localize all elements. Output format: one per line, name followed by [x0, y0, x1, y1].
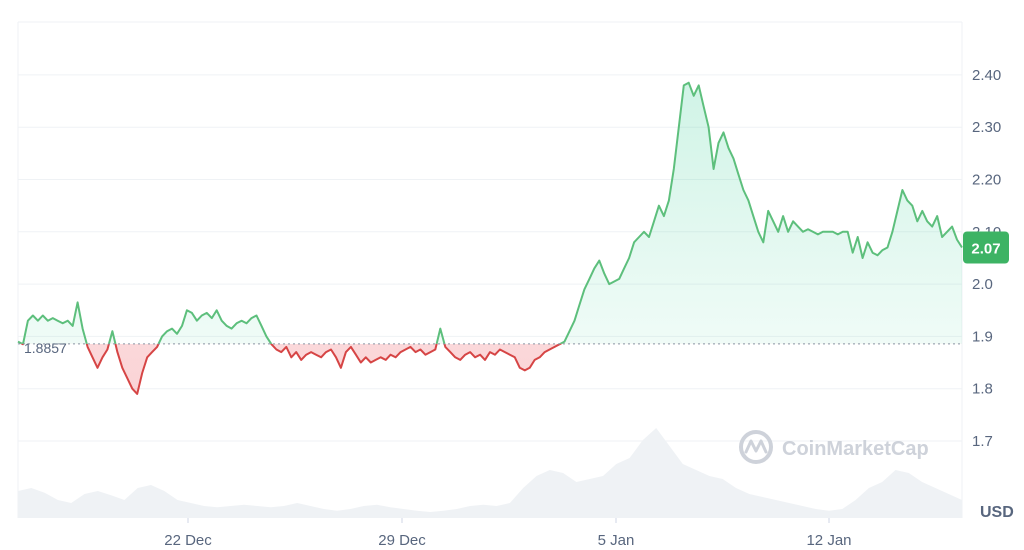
reference-price-label: 1.8857 — [24, 340, 67, 356]
currency-unit-label: USD — [980, 504, 1014, 521]
price-areas — [18, 82, 962, 394]
y-tick-label: 1.8 — [972, 381, 993, 398]
price-lines — [17, 81, 963, 395]
y-tick-label: 2.20 — [972, 172, 1001, 189]
x-tick-label: 22 Dec — [164, 532, 212, 549]
price-area-up — [18, 82, 962, 344]
y-tick-label: 2.40 — [972, 67, 1001, 84]
x-axis: 22 Dec 29 Dec 5 Jan 12 Jan — [164, 518, 852, 549]
watermark-text: CoinMarketCap — [782, 438, 929, 460]
current-price-tag-bg — [963, 231, 1009, 264]
y-tick-label: 2.0 — [972, 276, 993, 293]
volume-area — [18, 428, 962, 518]
y-tick-label: 2.30 — [972, 119, 1001, 136]
coinmarketcap-logo-icon — [739, 430, 773, 464]
price-line-up — [17, 81, 963, 344]
x-tick-label: 29 Dec — [378, 532, 426, 549]
x-tick-label: 12 Jan — [806, 532, 851, 549]
y-tick-label: 1.7 — [972, 433, 993, 450]
y-tick-label: 1.9 — [972, 328, 993, 345]
volume-area-shape — [18, 428, 962, 518]
price-line-down — [20, 343, 563, 395]
x-tick-label: 5 Jan — [598, 532, 635, 549]
coinmarketcap-watermark: CoinMarketCap — [739, 430, 929, 464]
current-price-value: 2.07 — [971, 240, 1000, 257]
current-price-tag: 2.07 — [963, 231, 1009, 264]
